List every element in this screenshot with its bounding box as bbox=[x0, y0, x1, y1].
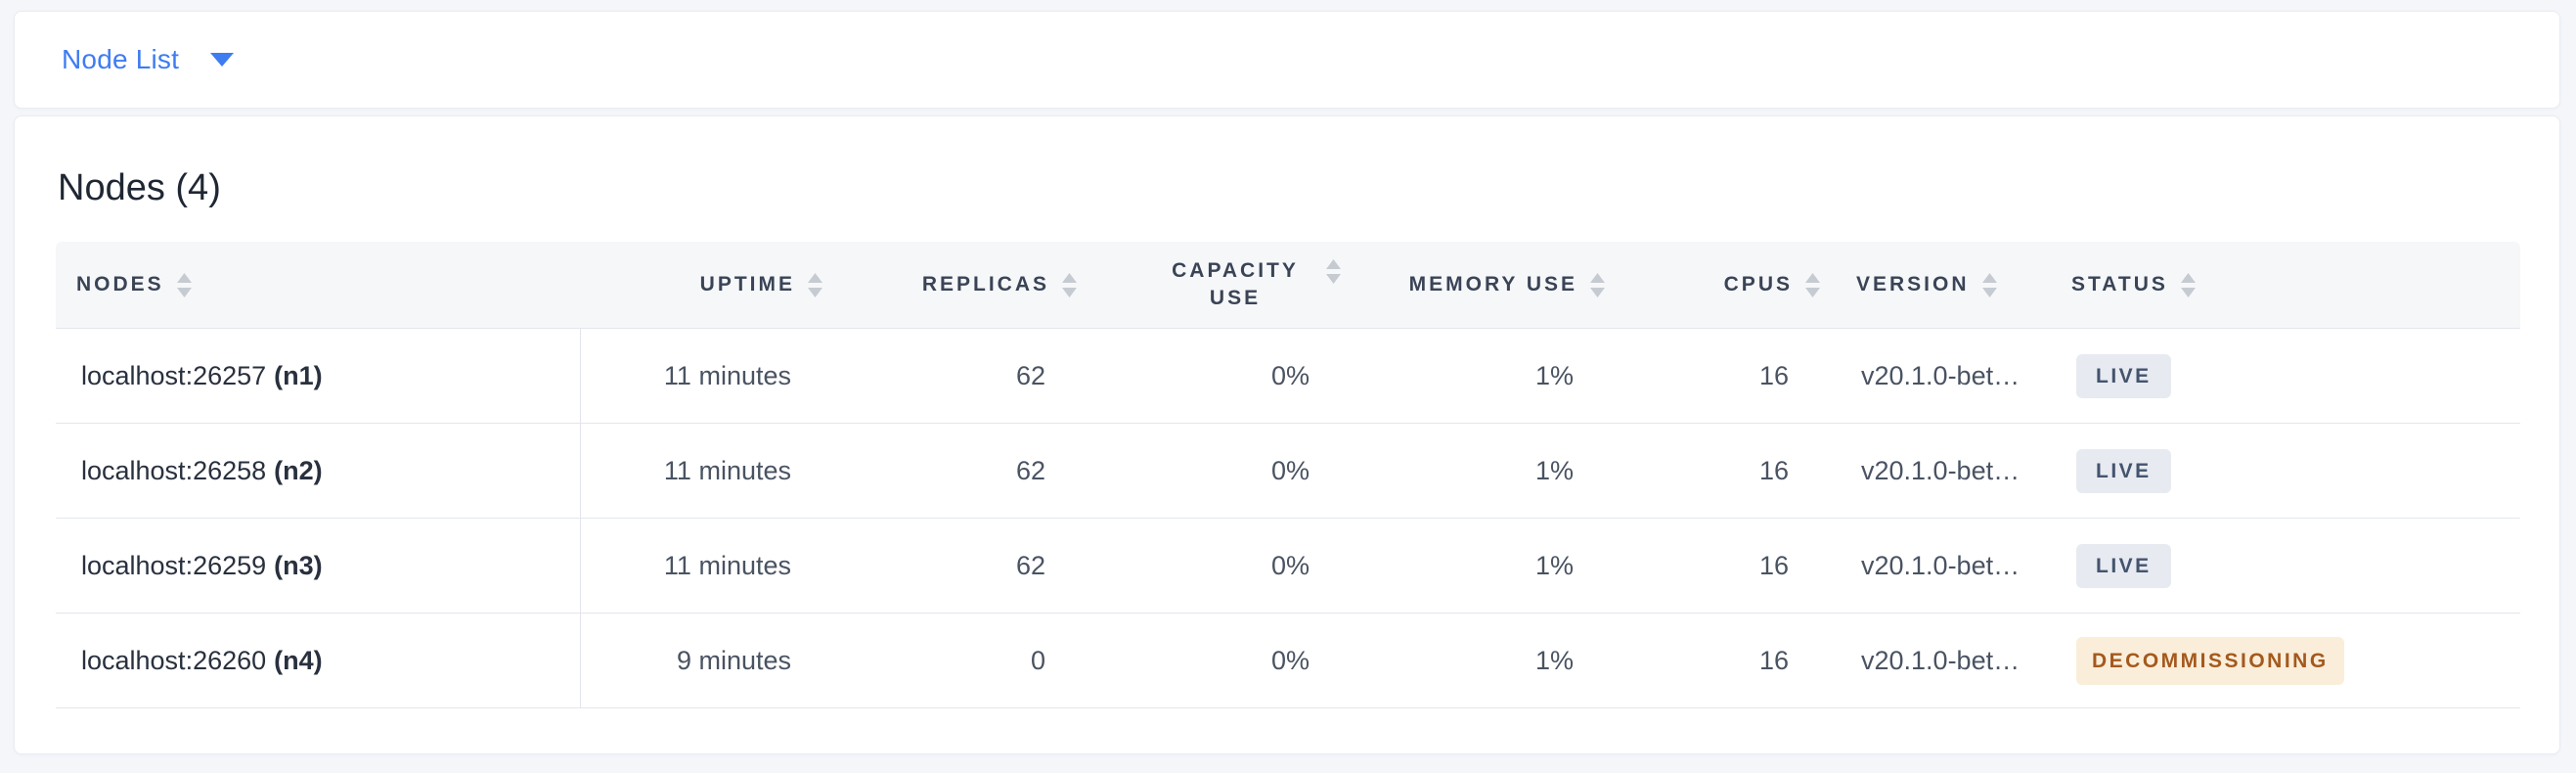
node-table: NODES UPTIME REPLICAS CAPACITY USE MEMOR… bbox=[56, 242, 2520, 708]
page-title: Nodes (4) bbox=[58, 167, 221, 208]
table-row: localhost:26258 (n2) 11 minutes 62 0% 1%… bbox=[56, 424, 2520, 519]
sort-icon bbox=[1981, 272, 1997, 297]
memory-use-cell: 1% bbox=[1534, 645, 1574, 675]
column-header-status[interactable]: STATUS bbox=[2058, 242, 2520, 328]
column-header-cpus[interactable]: CPUS bbox=[1627, 242, 1843, 328]
table-row: localhost:26259 (n3) 11 minutes 62 0% 1%… bbox=[56, 519, 2520, 614]
node-list-dropdown[interactable]: Node List bbox=[62, 44, 235, 75]
memory-use-cell: 1% bbox=[1534, 550, 1574, 580]
status-cell: DECOMMISSIONING bbox=[2058, 614, 2520, 707]
column-header-memory-use[interactable]: MEMORY USE bbox=[1363, 242, 1627, 328]
node-list-dropdown-label: Node List bbox=[62, 44, 180, 74]
status-cell: LIVE bbox=[2058, 519, 2520, 613]
capacity-use-cell: 0% bbox=[1270, 455, 1310, 485]
cpus-cell: 16 bbox=[1758, 645, 1789, 675]
sort-icon bbox=[1062, 272, 1077, 297]
column-header-version[interactable]: VERSION bbox=[1843, 242, 2058, 328]
version-cell: v20.1.0-bet… bbox=[1861, 550, 2021, 580]
uptime-cell: 11 minutes bbox=[663, 550, 791, 580]
replicas-cell: 0 bbox=[1030, 645, 1045, 675]
version-cell: v20.1.0-bet… bbox=[1861, 455, 2021, 485]
node-address: localhost:26258 bbox=[81, 455, 267, 485]
status-badge: LIVE bbox=[2076, 543, 2171, 588]
node-id: (n2) bbox=[274, 455, 323, 485]
node-address-cell: localhost:26257 (n1) bbox=[56, 329, 581, 423]
replicas-cell: 62 bbox=[1015, 455, 1045, 485]
capacity-use-cell: 0% bbox=[1270, 360, 1310, 390]
node-id: (n1) bbox=[274, 360, 323, 390]
replicas-cell: 62 bbox=[1015, 360, 1045, 390]
table-row: localhost:26260 (n4) 9 minutes 0 0% 1% 1… bbox=[56, 614, 2520, 708]
sort-icon bbox=[808, 272, 822, 297]
column-header-uptime[interactable]: UPTIME bbox=[581, 242, 845, 328]
status-badge: DECOMMISSIONING bbox=[2076, 636, 2344, 685]
replicas-cell: 62 bbox=[1015, 550, 1045, 580]
nodes-panel: Nodes (4) NODES UPTIME REPLICAS CAPACITY… bbox=[14, 115, 2560, 754]
caret-down-icon bbox=[210, 53, 235, 67]
column-header-nodes[interactable]: NODES bbox=[56, 242, 581, 328]
node-address: localhost:26259 bbox=[81, 550, 267, 580]
view-selector-bar: Node List bbox=[14, 11, 2560, 109]
column-header-capacity-use[interactable]: CAPACITY USE bbox=[1099, 242, 1363, 328]
node-address-cell: localhost:26258 (n2) bbox=[56, 424, 581, 518]
sort-icon bbox=[1805, 272, 1820, 297]
status-badge: LIVE bbox=[2076, 448, 2171, 493]
cpus-cell: 16 bbox=[1758, 360, 1789, 390]
version-cell: v20.1.0-bet… bbox=[1861, 360, 2021, 390]
node-address: localhost:26260 bbox=[81, 645, 267, 675]
uptime-cell: 11 minutes bbox=[663, 360, 791, 390]
node-id: (n3) bbox=[274, 550, 323, 580]
node-address: localhost:26257 bbox=[81, 360, 267, 390]
table-row: localhost:26257 (n1) 11 minutes 62 0% 1%… bbox=[56, 329, 2520, 424]
uptime-cell: 9 minutes bbox=[676, 645, 791, 675]
status-badge: LIVE bbox=[2076, 353, 2171, 398]
memory-use-cell: 1% bbox=[1534, 455, 1574, 485]
status-cell: LIVE bbox=[2058, 329, 2520, 423]
column-header-replicas[interactable]: REPLICAS bbox=[845, 242, 1099, 328]
capacity-use-cell: 0% bbox=[1270, 550, 1310, 580]
sort-icon bbox=[1590, 272, 1605, 297]
version-cell: v20.1.0-bet… bbox=[1861, 645, 2021, 675]
node-id: (n4) bbox=[274, 645, 323, 675]
sort-icon bbox=[1326, 259, 1341, 284]
sort-icon bbox=[2180, 272, 2196, 297]
sort-icon bbox=[176, 272, 192, 297]
capacity-use-cell: 0% bbox=[1270, 645, 1310, 675]
table-header-row: NODES UPTIME REPLICAS CAPACITY USE MEMOR… bbox=[56, 242, 2520, 329]
uptime-cell: 11 minutes bbox=[663, 455, 791, 485]
node-address-cell: localhost:26259 (n3) bbox=[56, 519, 581, 613]
cpus-cell: 16 bbox=[1758, 550, 1789, 580]
node-address-cell: localhost:26260 (n4) bbox=[56, 614, 581, 707]
status-cell: LIVE bbox=[2058, 424, 2520, 518]
cpus-cell: 16 bbox=[1758, 455, 1789, 485]
memory-use-cell: 1% bbox=[1534, 360, 1574, 390]
